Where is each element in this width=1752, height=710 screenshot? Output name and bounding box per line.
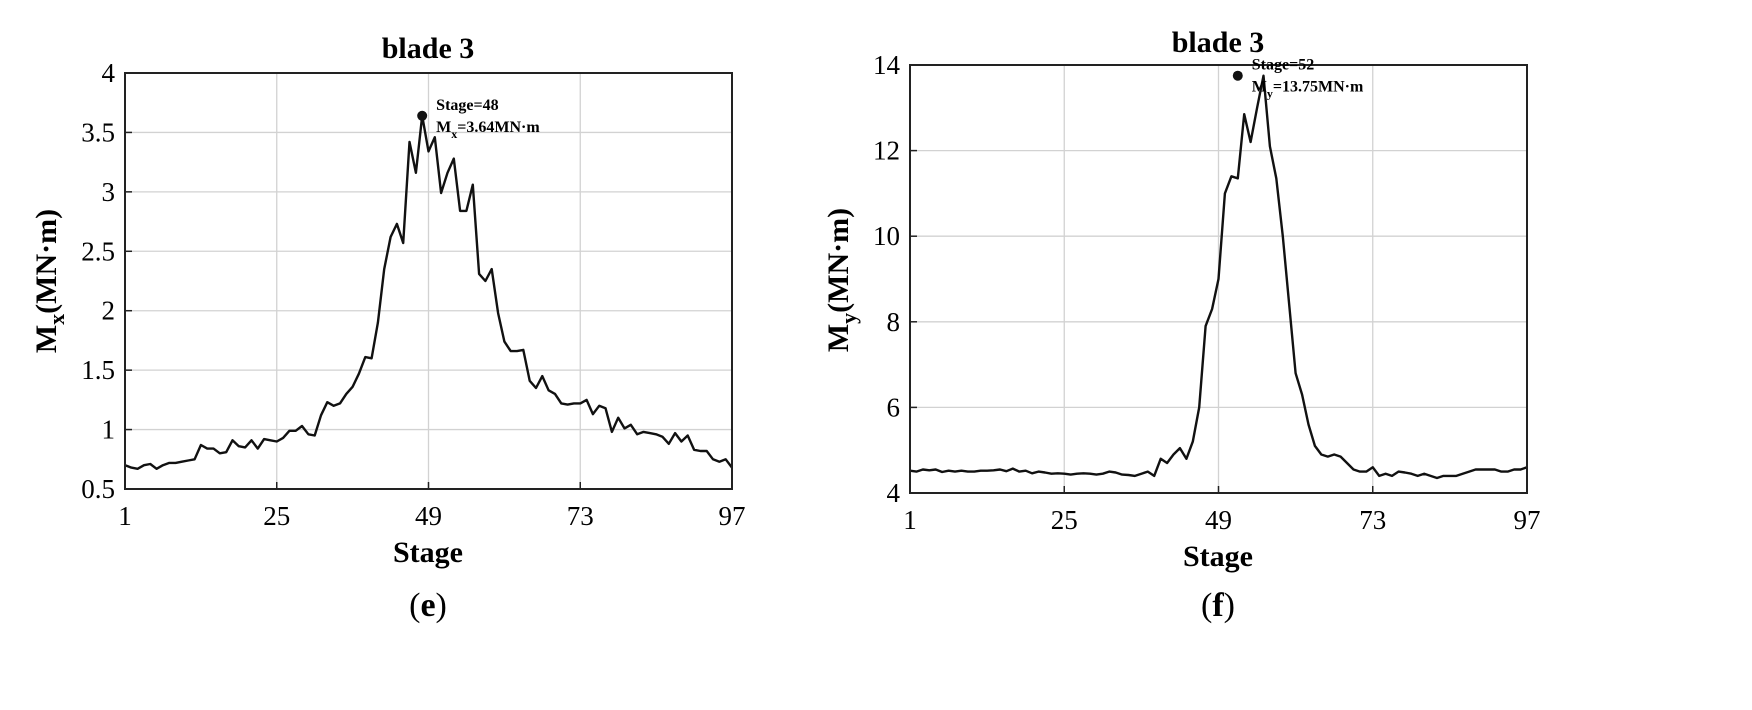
y-label-sub-f: y [836,313,861,324]
x-tick-label-f: 25 [1051,505,1078,535]
panel-caption-e: (e) [409,587,447,624]
y-axis-label-f: My(MN·m) [822,208,861,352]
annotation-sub-e: x [451,127,457,141]
y-tick-label-e: 4 [102,58,116,88]
caption-letter-e: e [420,587,435,624]
panel-caption-f: (f) [1201,587,1235,624]
peak-marker-e [417,110,428,121]
x-tick-label-f: 49 [1205,505,1232,535]
annotation-rest-f: =13.75MN·m [1273,79,1364,96]
y-tick-label-f: 8 [887,307,901,337]
x-tick-label-e: 73 [567,501,594,531]
x-tick-label-e: 25 [263,501,290,531]
y-tick-label-e: 0.5 [81,474,115,504]
y-tick-label-e: 2.5 [81,236,115,266]
y-tick-label-f: 10 [873,221,900,251]
line-series-my [909,74,1528,480]
annotation-stage-f: Stage=52 [1252,57,1314,74]
x-tick-labels-f: 1 25 49 73 97 [903,486,1541,535]
y-tick-label-f: 6 [887,392,901,422]
x-tick-label-e: 49 [415,501,442,531]
y-tick-label-f: 12 [873,136,900,166]
y-label-m-e: M [30,325,63,353]
y-axis-label-e: Mx(MN·m) [30,209,69,353]
x-tick-label-e: 1 [118,501,132,531]
caption-open-e: ( [409,587,420,624]
chart-title-e: blade 3 [382,32,475,65]
annotation-sub-f: y [1267,87,1273,101]
peak-marker-f [1232,70,1243,81]
x-tick-label-e: 97 [719,501,746,531]
y-tick-label-f: 4 [887,478,901,508]
y-label-unit-e: (MN·m) [30,209,63,314]
chart-panel-e: 0.511.522.533.54 1 25 49 73 97 Stage=48 Mx=3… [30,32,746,624]
annotation-value-e: Mx=3.64MN·m [436,119,540,141]
annotation-m-e: M [436,119,451,136]
y-tick-labels-e: 0.5 1 1.5 2 2.5 3 3.5 4 [81,58,132,504]
x-tick-labels-e: 1 25 49 73 97 [118,482,746,531]
x-axis-label-f: Stage [1183,540,1253,573]
y-label-m-f: M [822,324,855,352]
y-tick-labels-f: 4 6 8 10 12 14 [873,50,917,508]
y-tick-label-e: 3 [102,177,116,207]
annotation-stage-e: Stage=48 [436,97,498,114]
caption-open-f: ( [1201,587,1212,624]
annotation-value-f: My=13.75MN·m [1252,79,1364,101]
y-tick-label-e: 1 [102,415,116,445]
x-tick-label-f: 1 [903,505,917,535]
caption-letter-f: f [1212,587,1224,624]
annotation-rest-e: =3.64MN·m [457,119,540,136]
y-label-unit-f: (MN·m) [822,208,855,313]
x-axis-label-e: Stage [393,536,463,569]
caption-close-f: ) [1224,587,1235,624]
chart-title-f: blade 3 [1172,26,1265,59]
gridlines-f [910,65,1527,493]
annotation-m-f: M [1252,79,1267,96]
x-tick-label-f: 97 [1514,505,1541,535]
y-tick-label-f: 14 [873,50,901,80]
line-series-mx [124,114,733,470]
gridlines-e [125,73,732,489]
caption-close-e: ) [436,587,447,624]
y-tick-label-e: 3.5 [81,117,115,147]
y-tick-label-e: 1.5 [81,355,115,385]
y-label-sub-e: x [44,314,69,325]
x-tick-label-f: 73 [1359,505,1386,535]
y-tick-label-e: 2 [102,296,116,326]
